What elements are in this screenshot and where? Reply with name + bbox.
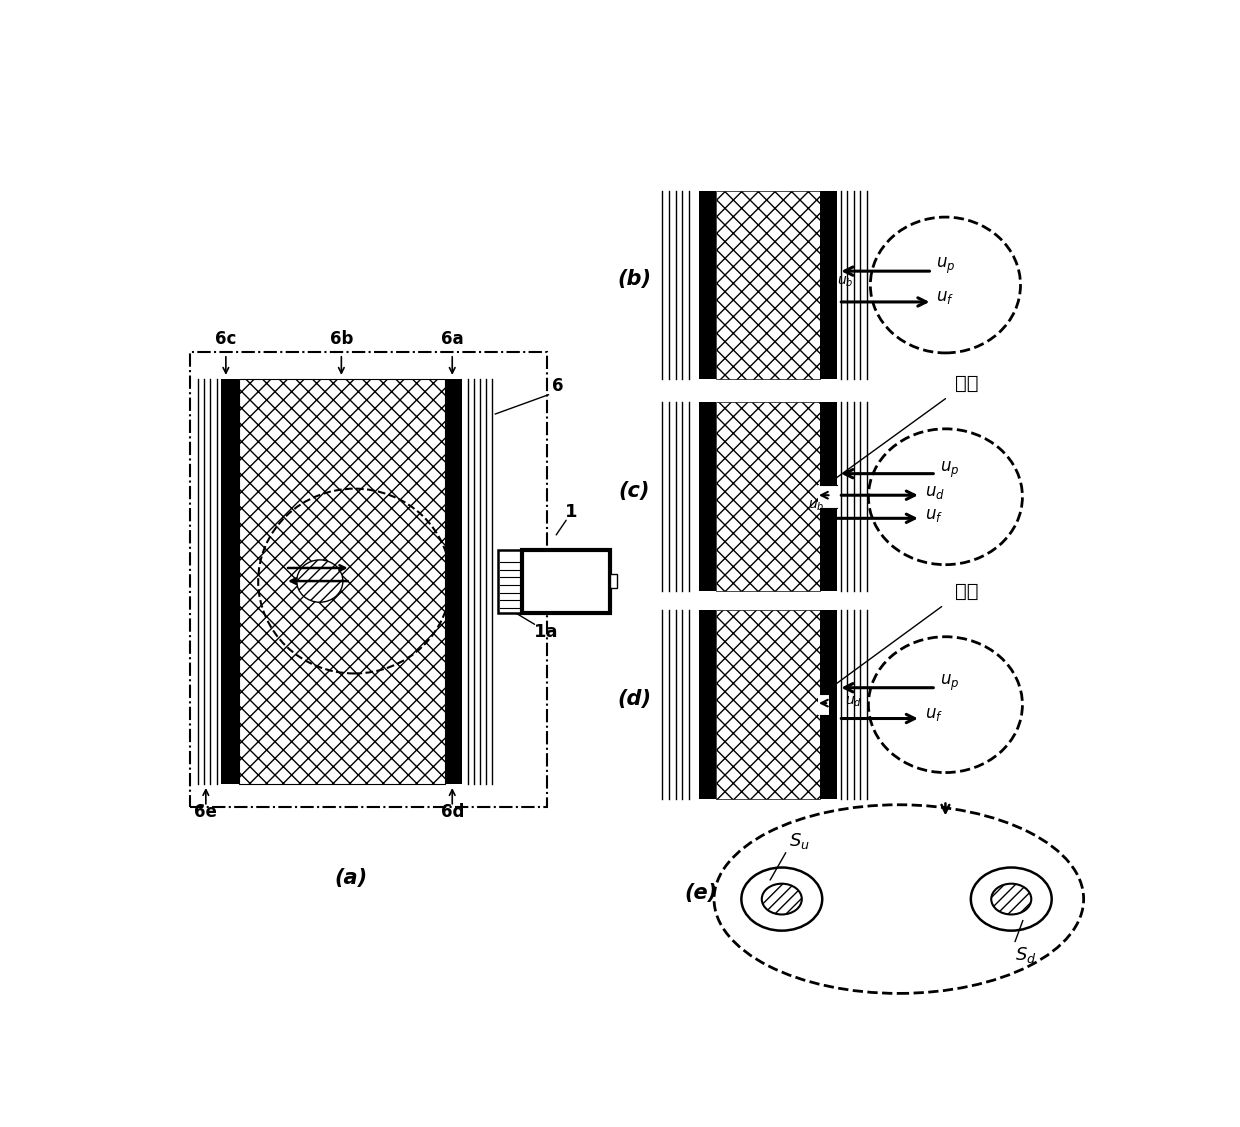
Text: $u_f$: $u_f$ bbox=[925, 506, 942, 524]
Text: 6a: 6a bbox=[441, 330, 464, 348]
Bar bbox=[715, 402, 820, 591]
Ellipse shape bbox=[742, 868, 822, 931]
Ellipse shape bbox=[971, 868, 1052, 931]
Text: 6c: 6c bbox=[216, 330, 237, 348]
Text: (b): (b) bbox=[618, 269, 651, 289]
Bar bbox=[610, 574, 618, 588]
Ellipse shape bbox=[296, 560, 343, 602]
Text: (a): (a) bbox=[334, 868, 367, 888]
Text: 缺陷: 缺陷 bbox=[955, 582, 978, 601]
Polygon shape bbox=[820, 402, 837, 591]
Bar bbox=[498, 550, 522, 613]
Polygon shape bbox=[699, 190, 715, 380]
Polygon shape bbox=[818, 694, 830, 716]
Text: $u_f$: $u_f$ bbox=[925, 704, 942, 722]
Text: $u_p$: $u_p$ bbox=[940, 460, 960, 480]
Polygon shape bbox=[818, 486, 838, 508]
Ellipse shape bbox=[761, 884, 802, 914]
Text: $S_u$: $S_u$ bbox=[790, 832, 811, 851]
Text: 6: 6 bbox=[552, 376, 564, 394]
Bar bbox=[239, 380, 444, 783]
Text: (e): (e) bbox=[684, 884, 718, 903]
Text: 1a: 1a bbox=[534, 623, 558, 641]
Text: $u_b$: $u_b$ bbox=[808, 499, 825, 513]
Text: 6e: 6e bbox=[195, 804, 217, 822]
Text: $u_p$: $u_p$ bbox=[940, 673, 960, 693]
Bar bbox=[715, 190, 820, 380]
Text: $u_p$: $u_p$ bbox=[936, 256, 956, 276]
Polygon shape bbox=[699, 611, 715, 799]
Bar bbox=[522, 550, 610, 613]
Polygon shape bbox=[820, 190, 837, 380]
Ellipse shape bbox=[991, 884, 1032, 914]
Bar bbox=[715, 611, 820, 799]
Text: $u_d$: $u_d$ bbox=[844, 694, 862, 709]
Text: $S_d$: $S_d$ bbox=[1016, 946, 1037, 966]
Polygon shape bbox=[221, 380, 239, 783]
Polygon shape bbox=[699, 402, 715, 591]
Text: $u_d$: $u_d$ bbox=[925, 483, 945, 502]
Text: 1: 1 bbox=[564, 503, 577, 521]
Text: $u_f$: $u_f$ bbox=[936, 287, 955, 305]
Text: (c): (c) bbox=[619, 481, 650, 500]
Text: 6b: 6b bbox=[330, 330, 353, 348]
Polygon shape bbox=[444, 380, 463, 783]
Text: $u_b$: $u_b$ bbox=[837, 275, 853, 290]
Text: 6d: 6d bbox=[440, 804, 464, 822]
Text: (d): (d) bbox=[618, 689, 651, 709]
Text: 缺陷: 缺陷 bbox=[955, 374, 978, 393]
Polygon shape bbox=[820, 611, 837, 799]
